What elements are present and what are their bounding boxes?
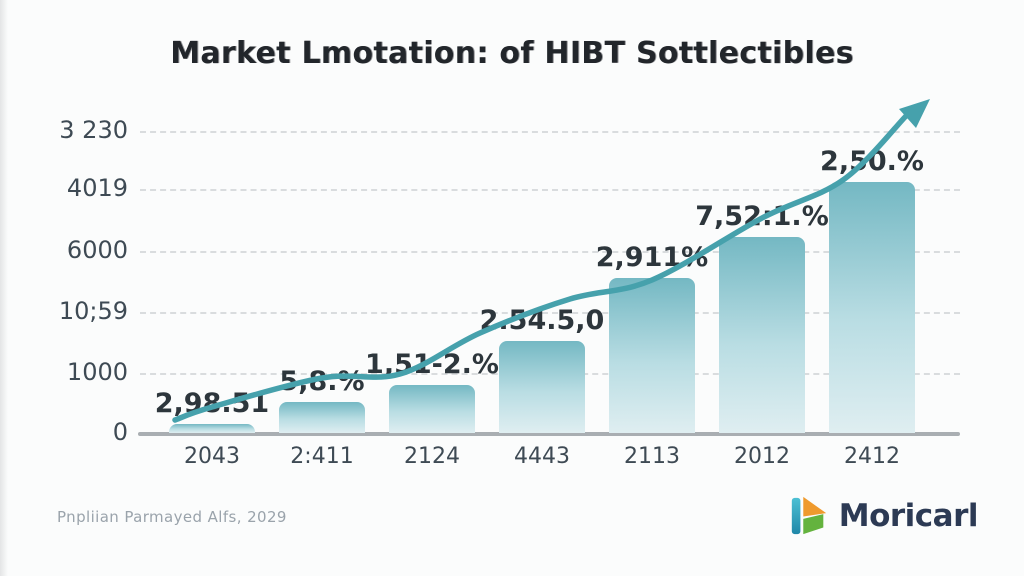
y-axis-tick-label: 1000 — [66, 358, 128, 386]
x-axis-tick-label: 2113 — [624, 444, 680, 469]
bar — [499, 341, 585, 433]
source-note: Pnpliian Parmayed Alfs, 2029 — [57, 508, 287, 526]
y-axis-tick-label: 4019 — [66, 174, 128, 202]
y-gridline — [140, 189, 960, 191]
x-axis-tick-label: 2124 — [404, 444, 460, 469]
chart-title: Market Lmotation: of HIBT Sottlectibles — [170, 36, 854, 71]
moricarl-tricolor-play-icon — [791, 496, 826, 535]
trend-arrowhead-icon — [899, 99, 930, 128]
x-axis-tick-label: 2:411 — [290, 444, 354, 469]
trend-line — [172, 113, 909, 423]
brand-logo: Moricarl — [788, 492, 979, 540]
bar — [719, 237, 805, 433]
x-axis-tick-label: 4443 — [514, 444, 570, 469]
bar — [609, 278, 695, 433]
x-axis-line — [138, 432, 960, 436]
x-axis-tick-label: 2043 — [184, 444, 240, 469]
y-axis-tick-label: 3 230 — [59, 116, 128, 144]
y-axis-tick-label: 10;59 — [58, 297, 128, 325]
bar — [829, 182, 915, 433]
left-edge-shade — [0, 0, 8, 576]
x-axis-tick-label: 2012 — [734, 444, 790, 469]
y-axis-tick-label: 6000 — [66, 236, 128, 264]
y-gridline — [140, 131, 960, 133]
bar — [169, 424, 255, 433]
x-axis-tick-label: 2412 — [844, 444, 900, 469]
bar — [279, 402, 365, 433]
bar — [389, 385, 475, 433]
y-gridline — [140, 312, 960, 314]
y-axis-tick-label: 0 — [112, 418, 128, 446]
y-gridline — [140, 251, 960, 253]
brand-name: Moricarl — [838, 498, 979, 534]
